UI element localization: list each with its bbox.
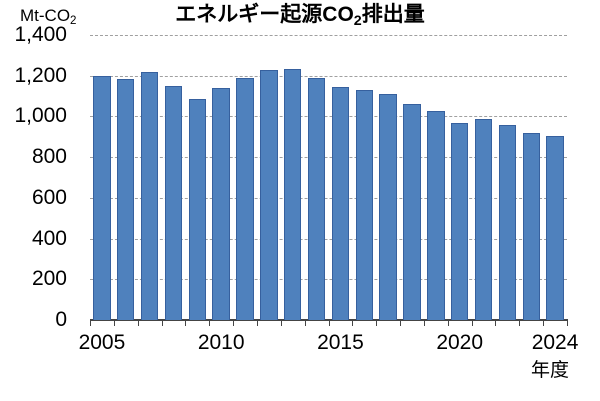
gridline-600 <box>90 197 567 199</box>
bar-2015 <box>331 86 350 320</box>
y-axis-unit-subscript: 2 <box>70 15 77 28</box>
x-tick-mark-16 <box>472 321 473 326</box>
y-tick-label-800: 800 <box>31 145 67 169</box>
y-tick-label-1400: 1,400 <box>14 23 67 46</box>
chart-title-text: エネルギー起源CO <box>175 3 354 26</box>
y-tick-label-1000: 1,000 <box>14 104 67 128</box>
bar-2007 <box>140 72 159 320</box>
bar-2016 <box>355 90 373 320</box>
bar-2023 <box>522 133 540 320</box>
chart-title: エネルギー起源CO2排出量 <box>0 2 600 34</box>
y-tick-label-1200: 1,200 <box>14 63 67 87</box>
bar-2006 <box>117 78 135 320</box>
x-tick-mark-17 <box>495 321 496 326</box>
y-tick-label-0: 0 <box>55 308 67 331</box>
y-tick-label-200: 200 <box>31 267 67 291</box>
x-tick-mark-13 <box>400 321 401 326</box>
bar-2017 <box>379 94 397 320</box>
x-tick-mark-10 <box>329 321 330 326</box>
y-axis-unit-label: Mt-CO2 <box>20 5 76 32</box>
gridline-400 <box>90 238 567 240</box>
x-tick-label-2015: 2015 <box>317 331 364 354</box>
x-tick-mark-9 <box>305 321 306 326</box>
bar-2024 <box>546 135 564 320</box>
x-tick-mark-4 <box>185 321 186 326</box>
bar-2018 <box>403 104 421 320</box>
bar-2013 <box>284 68 302 320</box>
bar-2020 <box>450 123 469 320</box>
x-tick-mark-1 <box>114 321 115 326</box>
x-tick-mark-0 <box>90 321 91 326</box>
x-axis-line <box>90 319 568 321</box>
x-tick-label-2024: 2024 <box>531 331 579 354</box>
gridline-800 <box>90 157 567 159</box>
x-tick-mark-5 <box>209 321 210 326</box>
y-tick-label-600: 600 <box>31 185 67 209</box>
bar-2009 <box>188 98 207 320</box>
chart-title-subscript: 2 <box>353 12 362 29</box>
gridline-1200 <box>90 75 567 77</box>
gridline-200 <box>90 279 567 281</box>
x-tick-mark-6 <box>233 321 234 326</box>
gridline-1000 <box>90 116 567 118</box>
x-tick-mark-8 <box>281 321 282 326</box>
bar-2022 <box>498 124 517 320</box>
y-axis-unit-text: Mt-CO <box>20 6 71 25</box>
x-tick-mark-3 <box>162 321 163 326</box>
x-tick-mark-15 <box>448 321 449 326</box>
x-tick-mark-7 <box>257 321 258 326</box>
gridline-1400 <box>90 35 567 36</box>
x-tick-mark-19 <box>543 321 544 326</box>
bar-2021 <box>474 118 493 320</box>
x-tick-label-2005: 2005 <box>78 331 126 354</box>
x-tick-mark-20 <box>567 321 568 326</box>
chart-title-suffix: 排出量 <box>361 3 425 26</box>
y-tick-label-400: 400 <box>31 226 67 250</box>
bar-2010 <box>212 88 230 320</box>
x-tick-mark-11 <box>352 321 353 326</box>
x-tick-mark-12 <box>376 321 377 326</box>
bar-2005 <box>93 75 111 320</box>
x-axis-title: 年度 <box>530 360 569 381</box>
bar-2008 <box>164 85 183 320</box>
x-tick-label-2020: 2020 <box>436 331 484 354</box>
bar-2019 <box>427 110 445 320</box>
x-tick-label-2010: 2010 <box>197 331 245 354</box>
x-tick-mark-2 <box>138 321 139 326</box>
bar-2012 <box>260 70 278 320</box>
x-tick-mark-18 <box>519 321 520 326</box>
bar-2011 <box>236 77 254 320</box>
x-tick-mark-14 <box>424 321 425 326</box>
bar-2014 <box>307 77 326 320</box>
